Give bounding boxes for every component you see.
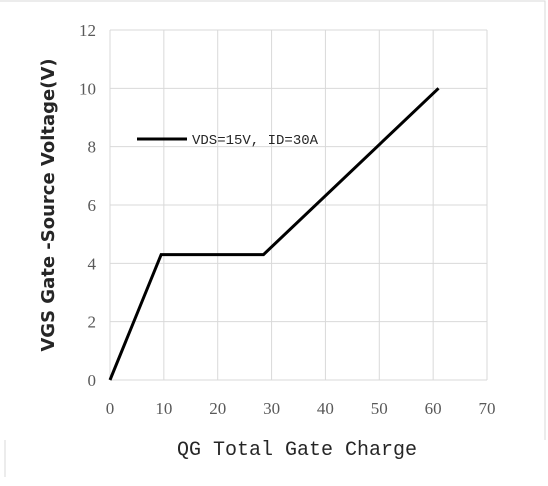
y-tick-label: 0: [88, 371, 97, 390]
x-tick-label: 50: [371, 399, 388, 418]
legend: VDS=15V, ID=30A: [137, 133, 319, 149]
tick-labels: 0 10 20 30 40 50 60 70 0 2 4 6 8 10 12: [79, 21, 496, 418]
y-tick-label: 8: [88, 138, 97, 157]
x-tick-label: 10: [155, 399, 172, 418]
grid-lines: [109, 29, 488, 381]
chart-frame: [0, 0, 546, 477]
series-layer: [108, 87, 440, 381]
y-tick-label: 4: [88, 254, 97, 273]
chart-border: [0, 0, 546, 440]
x-tick-label: 0: [106, 399, 115, 418]
x-tick-label: 70: [479, 399, 496, 418]
x-tick-label: 40: [317, 399, 334, 418]
y-tick-label: 6: [88, 196, 97, 215]
y-tick-label: 12: [79, 21, 96, 40]
series-line: [108, 87, 440, 381]
x-tick-label: 20: [209, 399, 226, 418]
x-tick-label: 60: [425, 399, 442, 418]
x-axis-label: QG Total Gate Charge: [177, 439, 417, 462]
y-axis-label: VGS Gate -Source Voltage(V): [38, 58, 59, 351]
y-tick-label: 10: [79, 79, 96, 98]
y-tick-label: 2: [88, 313, 97, 332]
x-tick-label: 30: [263, 399, 280, 418]
legend-label: VDS=15V, ID=30A: [192, 133, 319, 149]
